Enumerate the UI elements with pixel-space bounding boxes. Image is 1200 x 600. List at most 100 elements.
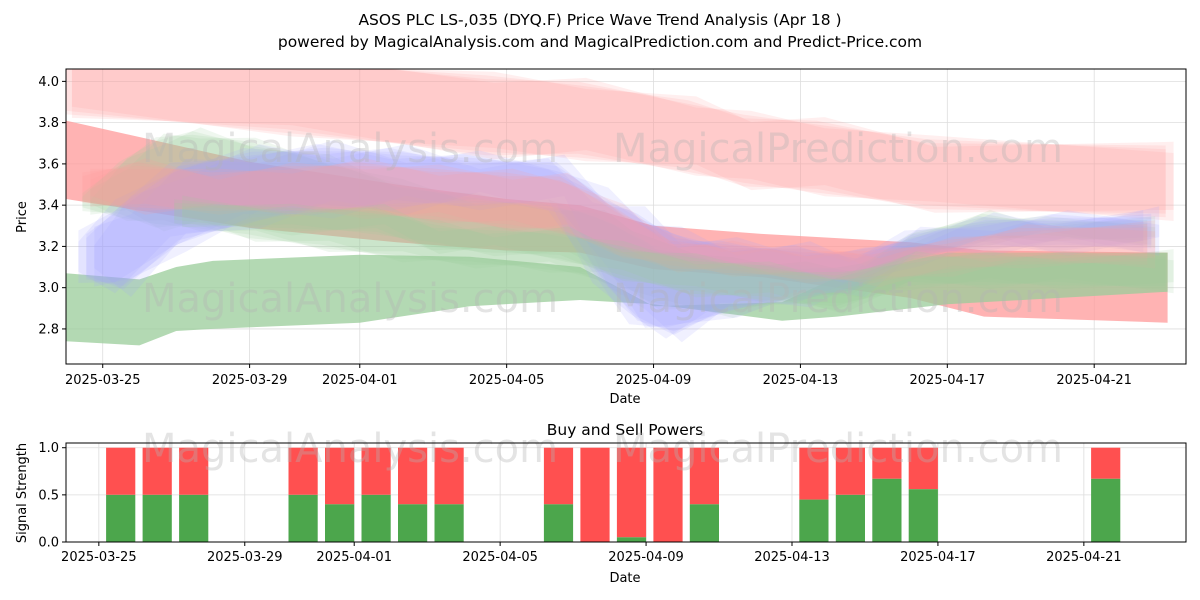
watermark-analysis-top: MagicalAnalysis.com [142,126,558,172]
signal-axis-ticks: 0.0 0.5 1.0 2025-03-25 2025-03-29 2025-04-01 2… [38,441,1121,565]
signal-x-tick-label: 2025-03-29 [207,550,283,565]
sell-power-bar [106,447,136,495]
buy-power-bar [616,537,647,542]
price-band-brown-band [174,195,1174,314]
sell-power-bar [179,447,209,495]
signal-x-tick-label: 2025-04-01 [316,550,392,565]
buy-power-bar [872,478,902,542]
price-y-tick-label: 3.8 [38,116,59,131]
price-band-layer-path [94,140,1160,328]
sell-power-bar [325,447,355,505]
buy-power-bar [398,504,428,542]
buy-power-bar [434,504,464,542]
sell-power-bar [1091,447,1121,479]
chart-subtitle: powered by MagicalAnalysis.com and Magic… [278,33,922,51]
sell-power-bar [799,447,829,500]
signal-chart-title: Buy and Sell Powers [547,421,704,439]
price-plot-frame [65,68,1187,365]
price-y-tick-label: 2.8 [38,322,59,337]
price-band-layer-path [71,69,1174,221]
price-y-axis-title: Price [15,201,30,233]
price-bands [66,69,1174,346]
price-x-axis-title: Date [609,392,640,407]
price-band-layer-path [94,144,1160,343]
price-band-layer-path [82,131,1148,311]
price-band-layer-path [66,69,1166,214]
price-x-tick-label: 2025-03-25 [65,373,141,388]
price-band-layer-path [90,133,1156,318]
price-y-tick-label: 3.6 [38,157,59,172]
sell-power-bar [872,447,902,479]
price-band-layer [66,69,1174,346]
price-band-layer-path [86,147,1152,332]
buy-power-bar [288,494,318,542]
watermark-analysis-bottom: MagicalAnalysis.com [142,426,558,472]
signal-x-tick-label: 2025-04-21 [1046,550,1122,565]
price-band-layer-path [78,148,1144,339]
sell-power-bar [689,447,719,505]
signal-x-tick-label: 2025-04-05 [462,550,538,565]
price-band-layer-path [78,143,1144,328]
price-band-layer-path [66,252,1168,346]
price-x-tick-label: 2025-04-21 [1056,373,1132,388]
price-band-layer-path [71,69,1174,213]
signal-y-axis-title: Signal Strength [15,443,30,543]
signal-x-tick-label: 2025-03-25 [61,550,137,565]
price-band-layer-path [82,162,1148,284]
price-axis-ticks: 2.8 3.0 3.2 3.4 3.6 3.8 4.0 2025-03-25 2025-03-2… [38,75,1132,388]
watermark-prediction-top: MagicalPrediction.com [613,126,1063,172]
sell-power-bar [398,447,428,505]
buy-power-bar [106,494,136,542]
sell-power-bar [361,447,391,495]
price-band-red-upper-band [66,69,1174,221]
buy-power-bar [325,504,355,542]
signal-plot-frame [65,442,1187,543]
buy-power-bar [543,504,574,542]
buy-power-bar [179,494,209,542]
price-band-green-upper-band [82,127,1156,318]
sell-power-bar [142,447,172,495]
sell-power-bar [616,447,647,538]
buy-power-bar [799,499,829,542]
price-band-green-lower-band [66,252,1168,346]
price-x-tick-label: 2025-04-17 [910,373,986,388]
price-y-tick-label: 4.0 [38,75,59,90]
watermark-prediction-bottom: MagicalPrediction.com [613,426,1063,472]
signal-y-tick-label: 1.0 [38,441,59,456]
buy-power-bar [689,504,719,542]
price-grid [66,69,1186,364]
sell-power-bar [288,447,318,495]
price-band-layer-path [174,202,1166,307]
signal-bars [106,447,1121,542]
price-band-layer-path [86,151,1152,335]
price-band-layer-path [90,127,1156,310]
signal-x-tick-label: 2025-04-09 [608,550,684,565]
sell-power-bar [434,447,464,505]
price-band-red-purple-band [82,158,1156,288]
price-band-blue-band [78,140,1160,343]
sell-power-bar [653,447,683,542]
buy-power-bar [361,494,391,542]
price-band-layer-path [82,162,1148,280]
buy-power-bar [908,489,938,542]
signal-x-tick-label: 2025-04-13 [754,550,830,565]
signal-x-tick-label: 2025-04-17 [900,550,976,565]
signal-y-tick-label: 0.0 [38,536,59,551]
price-band-layer-path [90,158,1156,283]
price-x-tick-label: 2025-03-29 [212,373,288,388]
signal-x-axis-title: Date [609,571,640,586]
price-y-tick-label: 3.2 [38,240,59,255]
price-y-tick-label: 3.0 [38,281,59,296]
price-band-layer-path [82,134,1148,315]
price-band-layer-path [174,199,1166,311]
price-band-layer-path [90,158,1156,288]
price-band-layer-path [182,203,1174,304]
signal-plot: Buy and Sell Powers MagicalAnalysis.com … [15,421,1187,586]
sell-power-bar [580,447,610,542]
price-x-tick-label: 2025-04-09 [616,373,692,388]
signal-y-tick-label: 0.5 [38,488,59,503]
price-x-tick-label: 2025-04-01 [322,373,398,388]
price-plot: MagicalAnalysis.com MagicalPrediction.co… [15,68,1187,407]
watermark-analysis-mid: MagicalAnalysis.com [142,276,558,322]
